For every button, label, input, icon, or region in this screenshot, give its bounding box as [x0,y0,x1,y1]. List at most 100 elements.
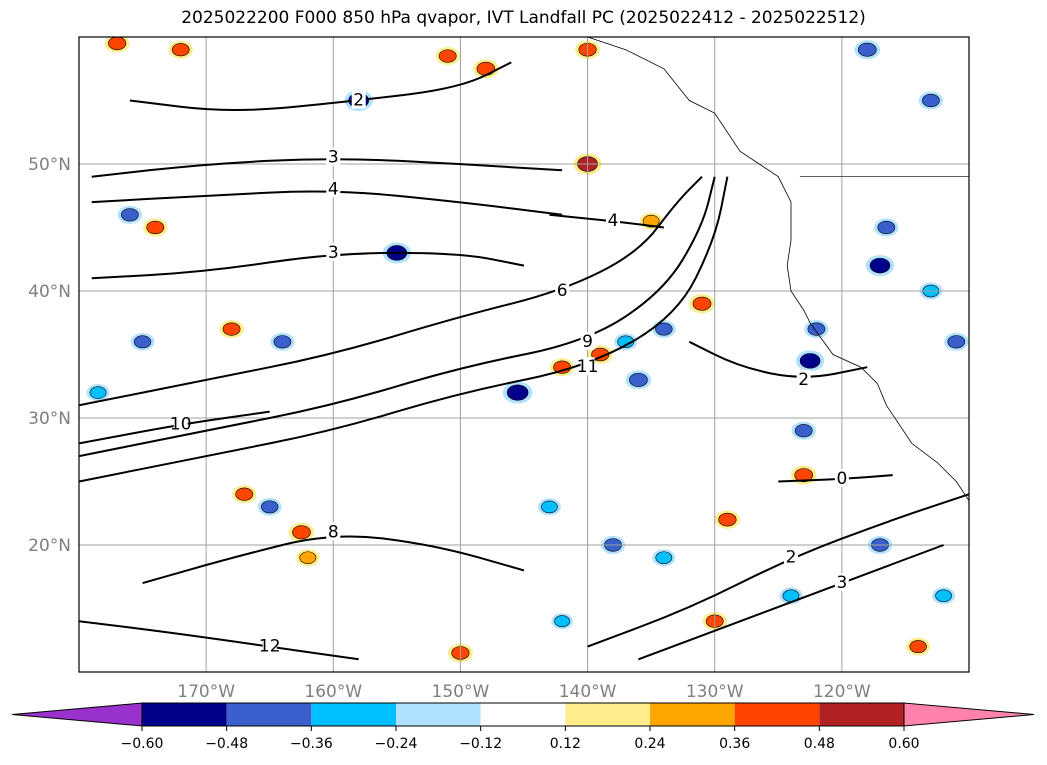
colorbar-tick-label-1: −0.48 [205,736,248,752]
colorbar-bin-4 [396,703,481,726]
contour-label-bg-6 [580,331,595,350]
lon-tick-label-0: 170°W [177,682,235,702]
shaded-feature-31 [299,551,317,564]
contour-label-4: 3 [328,243,339,263]
contour-line-2 [91,190,563,216]
shaded-feature-8 [922,93,940,108]
colorbar-bin-3 [311,703,396,726]
shaded-feature-33 [541,500,558,514]
colorbar-tick-label-8: 0.48 [804,736,835,752]
contour-label-12: 3 [836,573,847,593]
contour-label-bg-12 [834,573,849,592]
colorbar-tick-label-9: 0.60 [888,736,919,752]
lon-tick-label-5: 120°W [813,682,871,702]
colorbar-extend-high [903,702,1035,727]
contour-label-bg-10 [834,468,849,487]
contour-layer: 2 3 4 4 3 6 9 11 10 2 0 2 3 8 12 [79,61,969,661]
contour-label-bg-1 [326,147,341,166]
shaded-feature-35 [655,551,673,564]
shaded-feature-12 [642,214,660,228]
coastline-layer [587,37,969,501]
shaded-feature-7 [857,42,877,57]
colorbar-tick-label-4: −0.12 [459,736,502,752]
shaded-feature-26 [222,322,241,336]
shaded-feature-24 [273,335,292,349]
colorbar-tick-label-2: −0.36 [290,736,333,752]
contour-label-5: 6 [557,281,568,301]
shaded-feature-30 [292,525,311,540]
contour-line-14 [79,620,359,661]
colorbar-extend-low [11,702,143,727]
contour-line-0 [129,61,512,111]
contour-label-0: 2 [353,91,364,111]
lat-tick-labels: 20°N 30°N 40°N 50°N [28,155,71,556]
colorbar-tick-label-0: −0.60 [121,736,164,752]
lon-tick-label-2: 150°W [432,682,490,702]
shaded-feature-13 [877,220,896,235]
contour-line-8 [79,410,270,445]
shaded-feature-27 [794,424,813,438]
contour-label-6: 9 [582,332,593,352]
contour-label-2: 4 [328,179,339,199]
colorbar-tick-label-6: 0.24 [634,736,665,752]
contour-line-12 [638,544,944,661]
lon-tick-label-4: 130°W [686,682,744,702]
lon-tick-labels: 170°W 160°W 150°W 140°W 130°W 120°W [177,682,871,702]
shaded-feature-25 [133,335,152,349]
contour-label-8: 10 [170,414,192,434]
contour-label-bg-3 [606,211,620,230]
lat-tick-label-1: 30°N [28,409,71,429]
shaded-feature-16 [807,322,826,336]
colorbar-tick-label-7: 0.36 [719,736,750,752]
contour-label-14: 12 [259,637,281,657]
colorbar-bin-9 [819,703,904,726]
contour-line-7 [79,176,729,483]
shaded-feature-14 [869,257,891,274]
contour-label-bg-11 [784,547,798,566]
contour-label-1: 3 [328,148,339,168]
colorbar-tick-label-3: −0.24 [375,736,418,752]
contour-line-13 [142,535,525,585]
shaded-feature-15 [692,296,712,311]
colorbar-bin-5 [480,703,566,726]
colorbar: −0.60 −0.48 −0.36 −0.24 −0.12 0.12 0.24 0.36 0.4… [11,702,1035,752]
lat-tick-label-3: 50°N [28,155,71,175]
chart-title: 2025022200 F000 850 hPa qvapor, IVT Land… [181,8,866,28]
shaded-feature-29 [235,487,254,501]
shaded-feature-10 [146,220,165,235]
shaded-feature-17 [799,353,821,369]
shaded-feature-44 [89,386,107,399]
contour-line-4 [91,251,525,280]
colorbar-bin-8 [734,703,820,726]
shaded-feature-1 [171,43,190,57]
contour-label-13: 8 [328,522,339,542]
shaded-feature-4 [438,49,457,63]
contour-label-10: 0 [836,469,847,489]
shaded-feature-22 [506,384,529,401]
lon-tick-label-3: 140°W [559,682,617,702]
contour-line-11 [587,493,969,648]
lat-tick-label-2: 40°N [28,282,71,302]
shaded-feature-3 [476,61,496,76]
shaded-feature-43 [909,640,927,654]
colorbar-bin-1 [142,703,227,726]
contour-label-7: 11 [577,357,599,377]
shaded-feature-32 [261,500,279,514]
lon-tick-label-1: 160°W [304,682,362,702]
contour-line-3 [549,213,665,229]
shaded-feature-20 [655,322,673,336]
contour-label-bg-2 [326,179,341,198]
contour-line-6 [79,176,716,458]
contour-label-11: 2 [786,548,797,568]
contour-label-bg-5 [555,281,570,299]
shaded-feature-38 [935,589,952,603]
contour-line-5 [79,175,703,407]
contour-label-3: 4 [608,211,619,231]
shaded-feature-36 [718,512,737,527]
contour-label-bg-13 [326,522,341,541]
map-frame [78,36,970,673]
shaded-feature-23 [629,372,648,387]
contour-label-bg-7 [580,357,595,376]
colorbar-tick-label-5: 0.12 [550,736,581,752]
